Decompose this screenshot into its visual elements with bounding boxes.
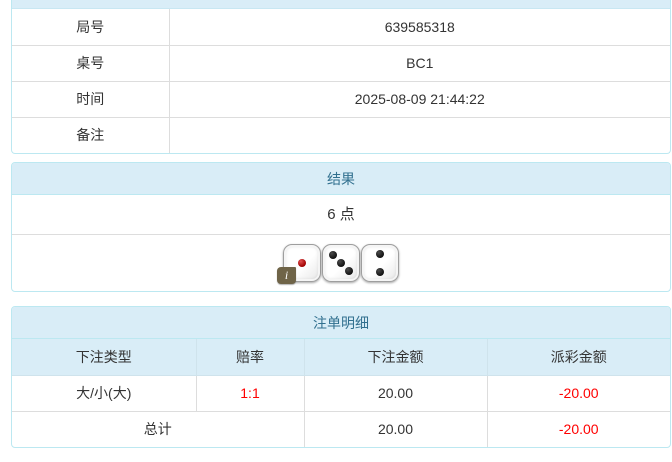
table-number-value: BC1	[168, 44, 670, 82]
game-info-table: 局号 639585318 桌号 BC1 时间 2025-08-09 21:44:…	[12, 9, 670, 153]
table-row: 时间 2025-08-09 21:44:22	[12, 80, 670, 118]
dice-row: i	[12, 235, 670, 291]
odds-value: 1:1	[195, 374, 305, 412]
game-info-panel: 局号 639585318 桌号 BC1 时间 2025-08-09 21:44:…	[11, 0, 671, 154]
table-row: 备注	[12, 116, 670, 153]
total-payout: -20.00	[486, 410, 670, 447]
die-2-face-3	[322, 244, 360, 282]
bet-type-value: 大/小(大)	[12, 374, 197, 412]
die-dot	[376, 250, 384, 258]
bet-amount-value: 20.00	[303, 374, 488, 412]
bet-details-panel: 注单明细 下注类型 赔率 下注金额 派彩金额 大/小(大) 1:1 20.00 …	[11, 306, 671, 448]
col-odds: 赔率	[195, 339, 305, 376]
die-1-face-1: i	[277, 244, 321, 284]
die-dot	[337, 259, 345, 267]
col-bet-amount: 下注金额	[303, 339, 488, 376]
result-points: 6 点	[12, 195, 670, 235]
remark-value	[168, 116, 670, 153]
bet-details-table: 下注类型 赔率 下注金额 派彩金额 大/小(大) 1:1 20.00 -20.0…	[12, 339, 670, 447]
table-row: 局号 639585318	[12, 9, 670, 46]
time-label: 时间	[12, 80, 170, 118]
payout-value: -20.00	[486, 374, 670, 412]
total-row: 总计 20.00 -20.00	[12, 410, 670, 447]
total-label: 总计	[12, 410, 305, 447]
table-header-row: 下注类型 赔率 下注金额 派彩金额	[12, 339, 670, 376]
col-bet-type: 下注类型	[12, 339, 197, 376]
col-payout: 派彩金额	[486, 339, 670, 376]
dice-group: i	[277, 244, 399, 284]
die-dot	[376, 268, 384, 276]
table-row: 桌号 BC1	[12, 44, 670, 82]
game-number-value: 639585318	[168, 9, 670, 46]
table-number-label: 桌号	[12, 44, 170, 82]
info-icon[interactable]: i	[277, 267, 296, 284]
bet-details-title: 注单明细	[12, 307, 670, 339]
remark-label: 备注	[12, 116, 170, 153]
result-panel: 结果 6 点 i	[11, 162, 671, 292]
total-bet-amount: 20.00	[303, 410, 488, 447]
result-panel-title: 结果	[12, 163, 670, 195]
time-value: 2025-08-09 21:44:22	[168, 80, 670, 118]
die-dot	[329, 251, 338, 260]
table-row: 大/小(大) 1:1 20.00 -20.00	[12, 374, 670, 412]
die-3-face-2	[361, 244, 399, 282]
die-dot	[298, 259, 306, 267]
die-dot	[344, 266, 353, 275]
game-info-header-strip	[12, 0, 670, 9]
page-content: 局号 639585318 桌号 BC1 时间 2025-08-09 21:44:…	[11, 0, 671, 448]
game-number-label: 局号	[12, 9, 170, 46]
